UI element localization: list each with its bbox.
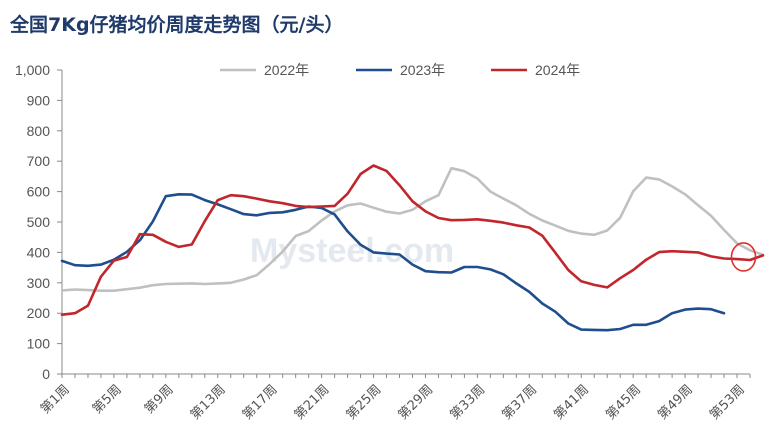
x-tick-label: 第1周: [38, 382, 73, 417]
y-tick-label: 900: [27, 92, 51, 108]
x-tick-label: 第49周: [655, 382, 696, 423]
legend-label: 2024年: [535, 62, 580, 78]
x-tick-label: 第53周: [707, 382, 748, 423]
series-line-2023年: [60, 193, 726, 332]
y-tick-label: 1,000: [15, 62, 50, 78]
legend-label: 2023年: [400, 62, 445, 78]
x-tick-label: 第21周: [292, 382, 333, 423]
x-tick-label: 第45周: [603, 382, 644, 423]
y-tick-label: 100: [27, 336, 51, 352]
chart-title: 全国7Kg仔猪均价周度走势图（元/头）: [10, 14, 344, 36]
series-line-2022年: [60, 166, 765, 293]
y-tick-label: 600: [27, 184, 51, 200]
y-tick-label: 0: [42, 366, 50, 382]
x-tick-label: 第29周: [396, 382, 437, 423]
y-tick-label: 300: [27, 275, 51, 291]
y-tick-label: 400: [27, 244, 51, 260]
x-tick-label: 第41周: [551, 382, 592, 423]
y-tick-label: 800: [27, 123, 51, 139]
x-tick-label: 第17周: [240, 382, 281, 423]
series-line-2024年: [60, 164, 765, 317]
x-tick-label: 第13周: [188, 382, 229, 423]
y-tick-label: 200: [27, 305, 51, 321]
x-tick-label: 第25周: [344, 382, 385, 423]
x-tick-label: 第9周: [142, 382, 177, 417]
highlight-circle: [730, 242, 757, 272]
x-tick-label: 第5周: [90, 382, 125, 417]
legend-label: 2022年: [264, 62, 309, 78]
y-tick-label: 700: [27, 153, 51, 169]
x-tick-label: 第33周: [448, 382, 489, 423]
x-tick-label: 第37周: [499, 382, 540, 423]
y-tick-label: 500: [27, 214, 51, 230]
